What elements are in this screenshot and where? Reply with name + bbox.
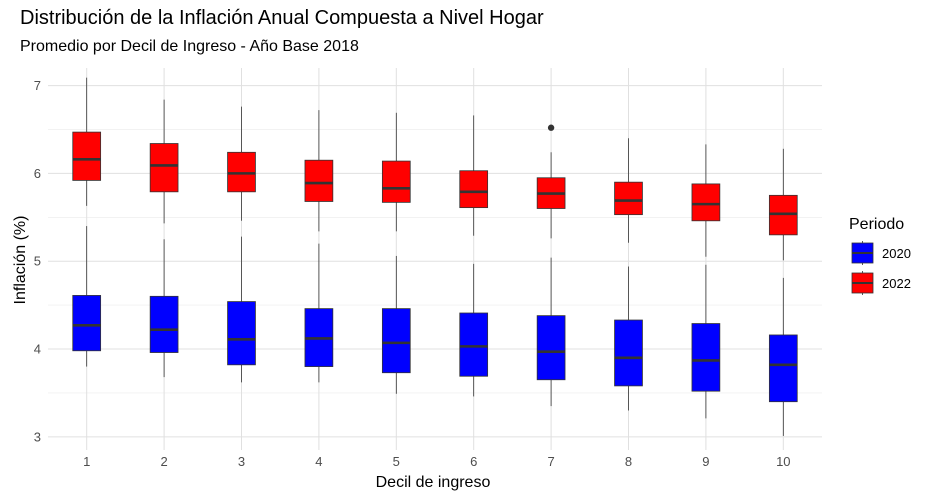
x-tick-label: 9: [702, 454, 709, 469]
legend-label: 2022: [882, 276, 911, 291]
y-tick-label: 3: [34, 429, 41, 444]
box-2022: [381, 160, 411, 203]
box-2022: [227, 151, 256, 193]
box-2022: [459, 170, 489, 209]
legend-title: Periodo: [849, 216, 904, 233]
box-2022: [72, 131, 102, 181]
legend: Periodo 2020 2022: [849, 216, 911, 295]
box-2020: [72, 295, 102, 352]
box-2020: [536, 315, 566, 381]
x-tick-label: 8: [625, 454, 632, 469]
box-2020: [614, 319, 643, 387]
box-2022: [691, 183, 721, 222]
box-2022: [768, 194, 798, 236]
x-tick-label: 7: [547, 454, 554, 469]
x-tick-label: 2: [160, 454, 167, 469]
outlier-point: [547, 124, 555, 131]
y-tick-label: 7: [34, 78, 41, 93]
x-tick-label: 10: [776, 454, 790, 469]
x-tick-label: 1: [83, 454, 90, 469]
x-axis-title: Decil de ingreso: [376, 474, 491, 491]
y-tick-label: 6: [34, 166, 41, 181]
x-tick-label: 6: [470, 454, 477, 469]
y-tick-label: 5: [34, 254, 41, 269]
x-tick-label: 5: [393, 454, 400, 469]
legend-label: 2020: [882, 246, 911, 261]
axes: 3 4 5 6 7 1 2 3 4 5 6 7 8 9 10: [34, 78, 791, 469]
y-axis-title: Inflación (%): [12, 216, 29, 305]
x-tick-label: 3: [238, 454, 245, 469]
box-2022: [304, 159, 334, 202]
chart-title: Distribución de la Inflación Anual Compu…: [20, 7, 544, 29]
chart-subtitle: Promedio por Decil de Ingreso - Año Base…: [20, 38, 359, 55]
box-2022: [614, 181, 643, 216]
box-2020: [459, 312, 489, 377]
x-tick-label: 4: [315, 454, 322, 469]
box-2020: [381, 308, 411, 374]
box-2020: [768, 334, 798, 403]
box-2020: [691, 323, 721, 392]
boxes: [72, 77, 798, 436]
box-2020: [149, 295, 179, 353]
box-2020: [227, 301, 256, 366]
y-tick-label: 4: [34, 342, 41, 357]
box-2022: [149, 143, 179, 193]
